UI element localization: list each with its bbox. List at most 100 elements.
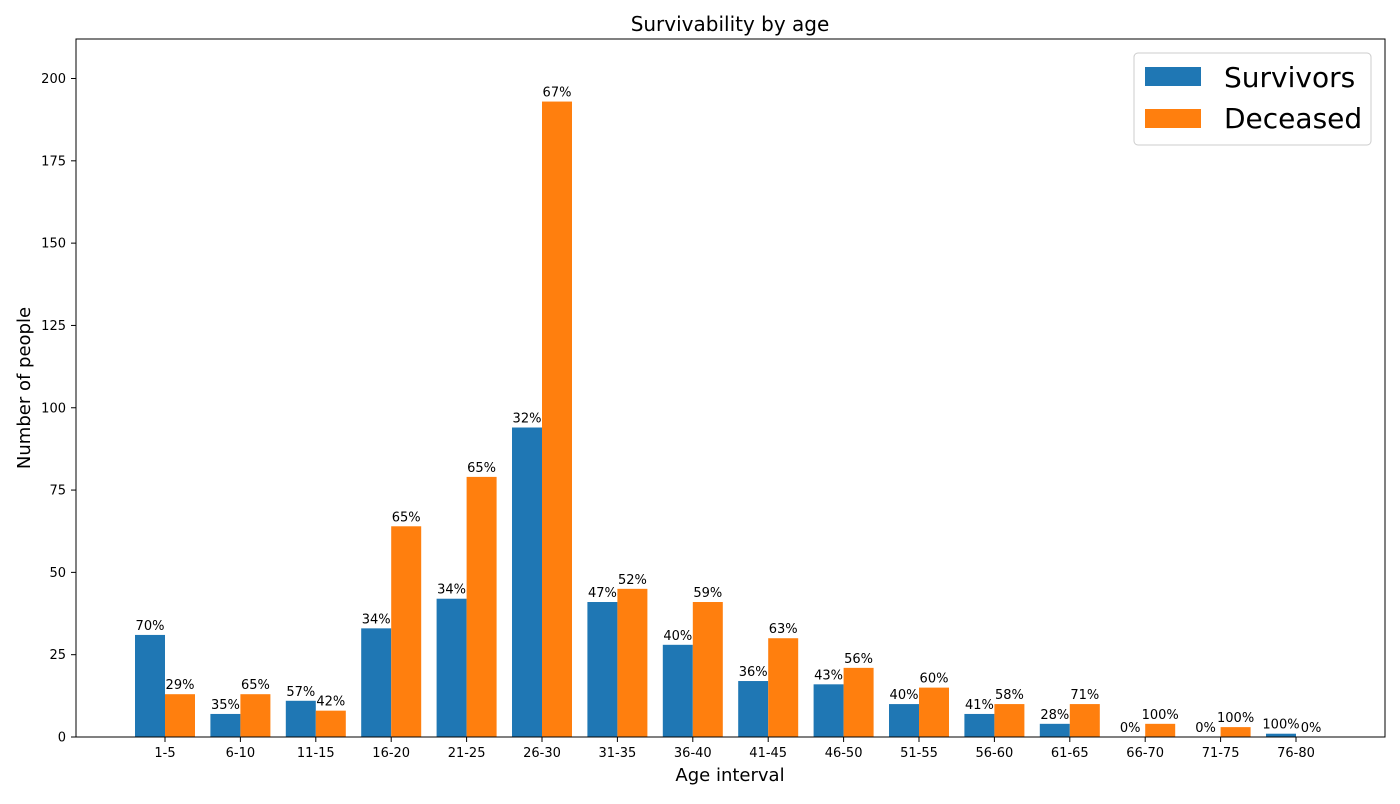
bar-survivors-76-80	[1266, 733, 1296, 737]
x-tick-label-56-60: 56-60	[976, 746, 1014, 761]
bar-label-deceased-16-20: 65%	[392, 510, 421, 525]
x-tick-label-51-55: 51-55	[900, 746, 938, 761]
bar-survivors-26-30	[512, 427, 542, 737]
bar-label-survivors-56-60: 41%	[965, 698, 994, 713]
bar-label-deceased-76-80: 0%	[1301, 721, 1322, 736]
bars-layer	[135, 101, 1296, 738]
bar-label-survivors-6-10: 35%	[211, 698, 240, 713]
bar-label-survivors-71-75: 0%	[1195, 721, 1216, 736]
bar-survivors-61-65	[1039, 723, 1070, 737]
bar-deceased-6-10	[240, 694, 271, 737]
x-tick-label-41-45: 41-45	[749, 746, 787, 761]
bar-label-survivors-76-80: 100%	[1262, 718, 1299, 733]
bar-deceased-21-25	[466, 476, 497, 737]
bar-label-survivors-61-65: 28%	[1040, 708, 1069, 723]
x-axis-title: Age interval	[675, 765, 784, 786]
bar-label-deceased-36-40: 59%	[693, 586, 722, 601]
x-tick-label-61-65: 61-65	[1051, 746, 1089, 761]
bar-label-survivors-66-70: 0%	[1120, 721, 1141, 736]
bar-label-deceased-71-75: 100%	[1217, 711, 1254, 726]
bar-deceased-11-15	[315, 710, 346, 737]
y-tick-label: 75	[49, 484, 66, 499]
bar-label-deceased-26-30: 67%	[543, 86, 572, 101]
bar-deceased-46-50	[843, 667, 874, 737]
y-tick-label: 50	[49, 566, 66, 581]
bar-label-deceased-51-55: 60%	[920, 672, 949, 687]
bar-deceased-26-30	[542, 101, 572, 738]
bar-deceased-71-75	[1220, 727, 1251, 737]
bar-label-deceased-46-50: 56%	[844, 652, 873, 667]
y-tick-label: 175	[41, 154, 66, 169]
bar-survivors-51-55	[889, 704, 919, 737]
plot-frame	[75, 38, 1386, 738]
x-tick-label-46-50: 46-50	[825, 746, 863, 761]
bar-deceased-66-70	[1145, 723, 1176, 737]
bar-label-deceased-1-5: 29%	[166, 678, 195, 693]
bar-labels-layer: 70% 35% 57% 34% 34% 32% 47% 40% 36% 43% 40% 41% 28% 0…	[136, 86, 1322, 736]
bar-label-survivors-21-25: 34%	[437, 583, 466, 598]
x-tick-label-1-5: 1-5	[154, 746, 175, 761]
x-tick-label-21-25: 21-25	[448, 746, 486, 761]
y-tick-label: 125	[41, 319, 66, 334]
y-tick-label: 0	[58, 731, 66, 746]
x-axis: 1-5 6-10 11-15 16-20 21-25 26-30 31-35 36-40 41-…	[154, 737, 1315, 761]
bar-label-deceased-31-35: 52%	[618, 573, 647, 588]
bar-survivors-21-25	[436, 598, 467, 737]
bar-survivors-6-10	[210, 713, 241, 737]
bar-label-survivors-1-5: 70%	[136, 619, 165, 634]
legend: Survivors Deceased	[1133, 52, 1372, 146]
bar-label-deceased-61-65: 71%	[1070, 688, 1099, 703]
bar-survivors-11-15	[285, 700, 316, 737]
y-axis: 0 25 50 75 100 125 150 175 200	[41, 72, 76, 746]
bar-deceased-31-35	[617, 588, 648, 737]
bar-label-deceased-11-15: 42%	[316, 695, 345, 710]
bar-deceased-1-5	[165, 694, 195, 737]
bar-survivors-46-50	[813, 684, 844, 737]
bar-label-deceased-6-10: 65%	[241, 678, 270, 693]
bar-label-survivors-36-40: 40%	[663, 629, 692, 644]
chart-title: Survivability by age	[631, 12, 830, 36]
bar-survivors-41-45	[738, 681, 769, 737]
x-tick-label-66-70: 66-70	[1126, 746, 1164, 761]
x-tick-label-6-10: 6-10	[226, 746, 256, 761]
y-tick-label: 150	[41, 237, 66, 252]
legend-label-deceased: Deceased	[1224, 102, 1362, 135]
bar-label-survivors-16-20: 34%	[362, 612, 391, 627]
bar-deceased-16-20	[391, 526, 422, 737]
bar-label-survivors-31-35: 47%	[588, 586, 617, 601]
bar-survivors-1-5	[135, 634, 165, 737]
bar-label-deceased-41-45: 63%	[769, 622, 798, 637]
bar-deceased-36-40	[692, 602, 723, 737]
legend-label-survivors: Survivors	[1224, 61, 1355, 94]
x-tick-label-31-35: 31-35	[599, 746, 637, 761]
bar-deceased-56-60	[994, 704, 1025, 737]
bar-survivors-36-40	[662, 644, 693, 737]
bar-label-survivors-11-15: 57%	[286, 685, 315, 700]
bar-deceased-61-65	[1069, 704, 1100, 737]
x-tick-label-36-40: 36-40	[674, 746, 712, 761]
y-axis-title: Number of people	[14, 307, 35, 469]
bar-label-survivors-46-50: 43%	[814, 668, 843, 683]
y-tick-label: 25	[49, 648, 66, 663]
bar-survivors-31-35	[587, 602, 618, 737]
bar-deceased-41-45	[768, 638, 799, 737]
y-tick-label: 100	[41, 401, 66, 416]
bar-survivors-16-20	[361, 628, 392, 737]
bar-label-survivors-51-55: 40%	[890, 688, 919, 703]
x-tick-label-11-15: 11-15	[297, 746, 335, 761]
x-tick-label-76-80: 76-80	[1277, 746, 1315, 761]
legend-swatch-deceased	[1145, 109, 1201, 128]
legend-swatch-survivors	[1145, 67, 1201, 86]
bar-label-deceased-21-25: 65%	[467, 461, 496, 476]
bar-deceased-51-55	[919, 687, 949, 737]
bar-label-deceased-56-60: 58%	[995, 688, 1024, 703]
bar-label-survivors-26-30: 32%	[513, 412, 542, 427]
x-tick-label-71-75: 71-75	[1202, 746, 1240, 761]
x-tick-label-26-30: 26-30	[523, 746, 561, 761]
bar-survivors-56-60	[964, 713, 995, 737]
bar-label-survivors-41-45: 36%	[739, 665, 768, 680]
bar-label-deceased-66-70: 100%	[1142, 708, 1179, 723]
x-tick-label-16-20: 16-20	[372, 746, 410, 761]
